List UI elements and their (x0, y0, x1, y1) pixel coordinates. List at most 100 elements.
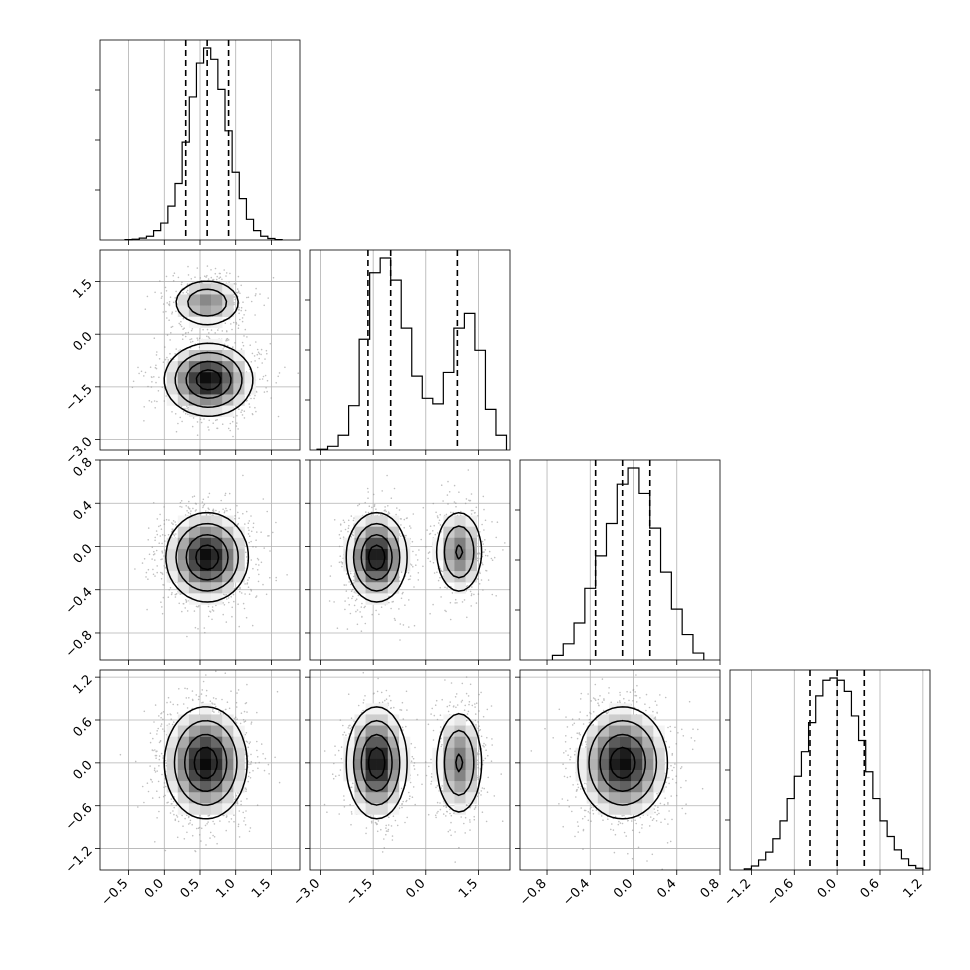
density-cell (200, 781, 212, 793)
density-cell (222, 758, 234, 771)
joint-0-3 (119, 670, 281, 853)
density-cell (177, 548, 190, 561)
density-cell (443, 571, 455, 583)
density-cell (376, 593, 389, 605)
x-tick-label: 0.4 (654, 876, 679, 901)
density-cell (354, 758, 366, 771)
density-cell (365, 703, 377, 715)
density-cell (200, 548, 212, 561)
density-cell (222, 747, 234, 760)
contour-3 (193, 746, 218, 780)
x-tick-label: −0.8 (517, 876, 550, 909)
density-cell (454, 781, 466, 793)
density-cell (432, 747, 444, 760)
contour-0 (163, 706, 248, 820)
density-cell (376, 703, 389, 715)
density-cell (608, 770, 621, 782)
density-cell (200, 405, 212, 417)
density-cell (365, 526, 377, 539)
density-cell (376, 781, 389, 793)
density-cell (376, 526, 389, 539)
density-cell (354, 714, 366, 726)
contour-2 (360, 733, 464, 792)
density-cell (454, 515, 466, 527)
density-cell (200, 725, 212, 737)
density-cell (653, 747, 665, 760)
density-cell (631, 747, 643, 760)
x-tick-label: 0.5 (178, 876, 203, 901)
density-cell (211, 405, 223, 417)
density-cell (653, 758, 665, 771)
density-cell (365, 770, 377, 782)
density-cell (211, 792, 223, 804)
density-cell (177, 582, 190, 594)
density-cell (443, 560, 455, 572)
density-cell (608, 736, 621, 749)
density-cell (188, 372, 201, 384)
density-cell (376, 582, 389, 594)
density-cell (620, 703, 632, 715)
density-cell (200, 593, 212, 605)
density-cell (365, 714, 377, 726)
density-cell (222, 294, 234, 306)
density-cell (398, 770, 411, 782)
density-cell (642, 781, 654, 793)
y-tick-label: 1.2 (70, 672, 95, 697)
y-tick-label: 0.0 (70, 329, 95, 354)
density-cell (465, 571, 477, 583)
contour-1 (173, 719, 238, 806)
density-cell (354, 792, 366, 804)
density-cell (387, 537, 400, 550)
density-cell (398, 758, 411, 771)
contour-3 (367, 544, 386, 571)
histogram-3 (743, 677, 924, 870)
density-cell (211, 725, 223, 737)
density-cell (177, 781, 190, 793)
density-cell (166, 758, 179, 771)
density-cell (211, 394, 223, 406)
density-cell (443, 537, 455, 550)
density-cell (233, 350, 245, 362)
density-cell (443, 770, 455, 782)
density-cell (166, 361, 179, 373)
density-cell (454, 537, 466, 550)
density-cell (443, 515, 455, 527)
density-cell (200, 537, 212, 550)
density-cell (188, 526, 201, 539)
density-cell (211, 283, 223, 295)
density-cell (354, 770, 366, 782)
x-tick-label: −1.5 (343, 876, 376, 909)
density-cell (233, 526, 245, 539)
density-cell (608, 758, 621, 771)
density-cell (166, 571, 179, 583)
density-cell (443, 792, 455, 804)
density-cell (188, 725, 201, 737)
axes-1-1 (305, 249, 511, 455)
density-cell (398, 537, 411, 550)
contour-1 (588, 719, 658, 806)
y-tick-label: −0.8 (63, 628, 96, 661)
density-cell (177, 305, 190, 317)
density-cell (188, 405, 201, 417)
density-cell (177, 526, 190, 539)
density-cell (365, 725, 377, 737)
density-cell (454, 560, 466, 572)
density-cell (454, 582, 466, 594)
density-cell (188, 560, 201, 572)
contour-0 (345, 706, 483, 820)
density-cell (188, 714, 201, 726)
density-cell (211, 582, 223, 594)
density-cell (620, 792, 632, 804)
density-cell (200, 792, 212, 804)
axes-0-0 (95, 39, 301, 245)
density-cell (222, 582, 234, 594)
density-cell (432, 548, 444, 561)
joint-0-2 (134, 474, 288, 638)
contour-0 (165, 511, 250, 603)
density-cell (376, 537, 389, 550)
density-cell (177, 747, 190, 760)
density-cell (376, 725, 389, 737)
density-cell (188, 537, 201, 550)
density-cell (222, 537, 234, 550)
